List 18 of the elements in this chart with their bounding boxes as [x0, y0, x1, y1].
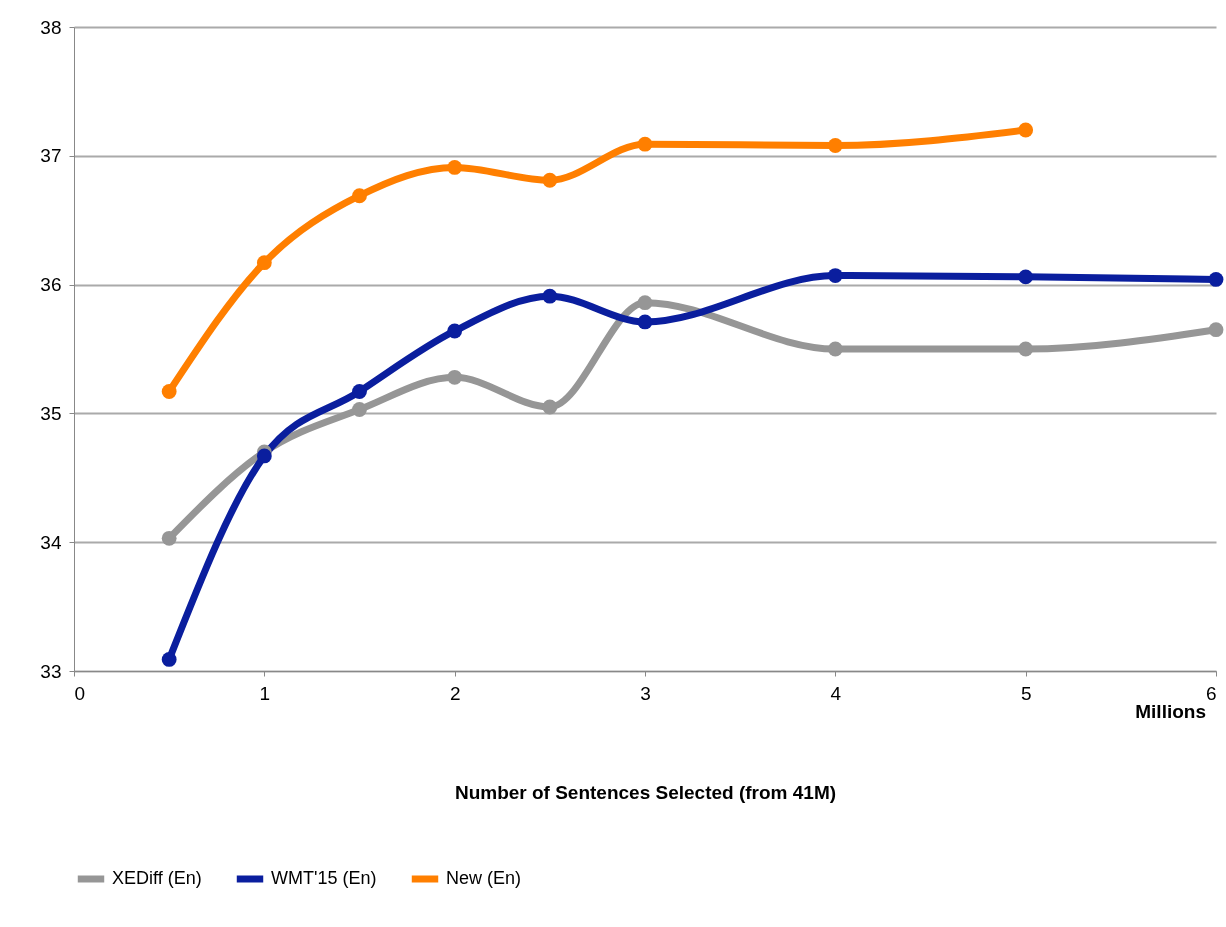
legend-label: WMT'15 (En)	[271, 868, 377, 888]
y-tick-label: 33	[40, 660, 62, 682]
x-tick-label: 5	[1020, 682, 1032, 704]
x-tick-label: 0	[74, 682, 86, 704]
y-tick-label: 37	[40, 145, 62, 167]
y-tick-label: 35	[40, 402, 62, 424]
x-tick-label: 6	[1205, 682, 1217, 704]
legend-label: XEDiff (En)	[112, 868, 202, 888]
y-tick-label: 36	[40, 274, 62, 296]
y-tick-label: 34	[40, 531, 62, 553]
legend-label: New (En)	[446, 868, 522, 888]
x-tick-label: 1	[259, 682, 271, 704]
x-tick-label: 2	[449, 682, 461, 704]
x-tick-label: 4	[830, 682, 842, 704]
x-tick-label: 3	[640, 682, 651, 704]
text: Millions	[1135, 701, 1206, 722]
y-tick-label: 38	[40, 16, 62, 38]
x-axis-title: Number of Sentences Selected (from 41M)	[454, 781, 837, 803]
